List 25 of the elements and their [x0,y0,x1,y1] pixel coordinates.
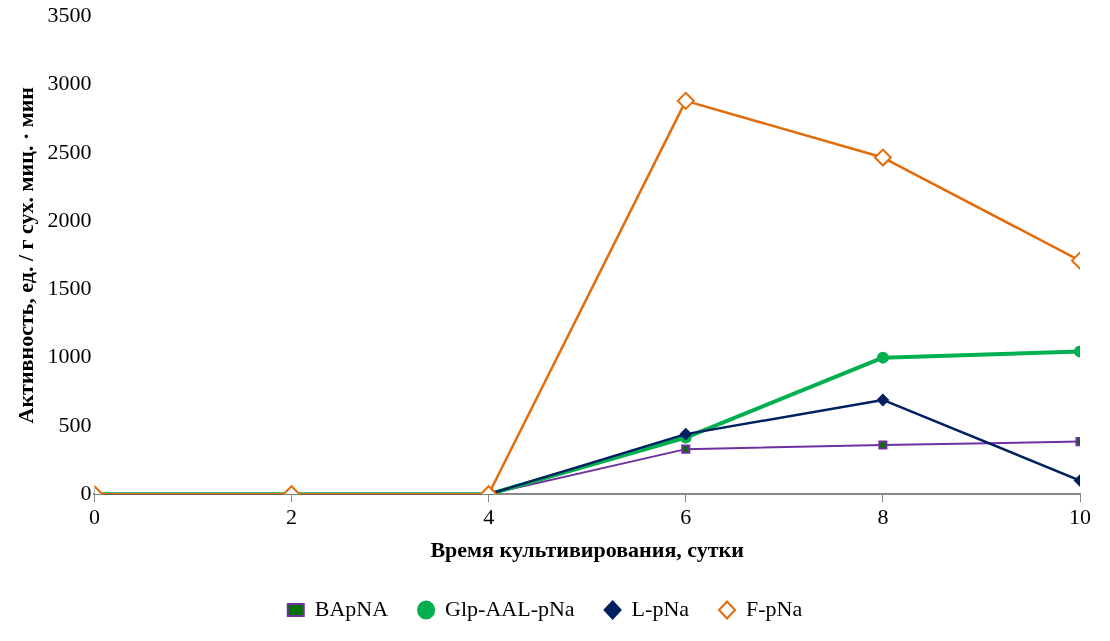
legend-label: BApNA [314,595,389,621]
x-tick-label: 10 [1069,504,1091,530]
x-tick-label: 2 [286,504,298,530]
y-tick-label: 2500 [47,138,92,164]
point [876,351,889,364]
point [878,440,888,450]
x-axis-title: Время культивирования, сутки [430,537,745,563]
legend-label: L-pNa [631,595,690,621]
point [876,393,889,406]
y-tick-label: 2000 [47,206,92,232]
y-tick-label: 3500 [47,1,92,27]
y-tick-label: 1000 [47,343,92,369]
y-tick-label: 500 [58,411,92,437]
y-tick-label: 0 [80,479,92,505]
point [676,91,695,110]
y-tick-label: 3000 [47,70,92,96]
point [873,148,892,167]
y-axis-title: Активность, ед. / г сух. миц. · мин [12,86,38,424]
legend-label: F-pNa [746,595,803,621]
x-tick-label: 6 [680,504,692,530]
x-tick-label: 4 [483,504,495,530]
y-tick-label: 1500 [47,275,92,301]
x-tick-label: 8 [877,504,889,530]
legend-label: Glp-AAL-pNa [445,595,575,621]
point [681,444,691,454]
